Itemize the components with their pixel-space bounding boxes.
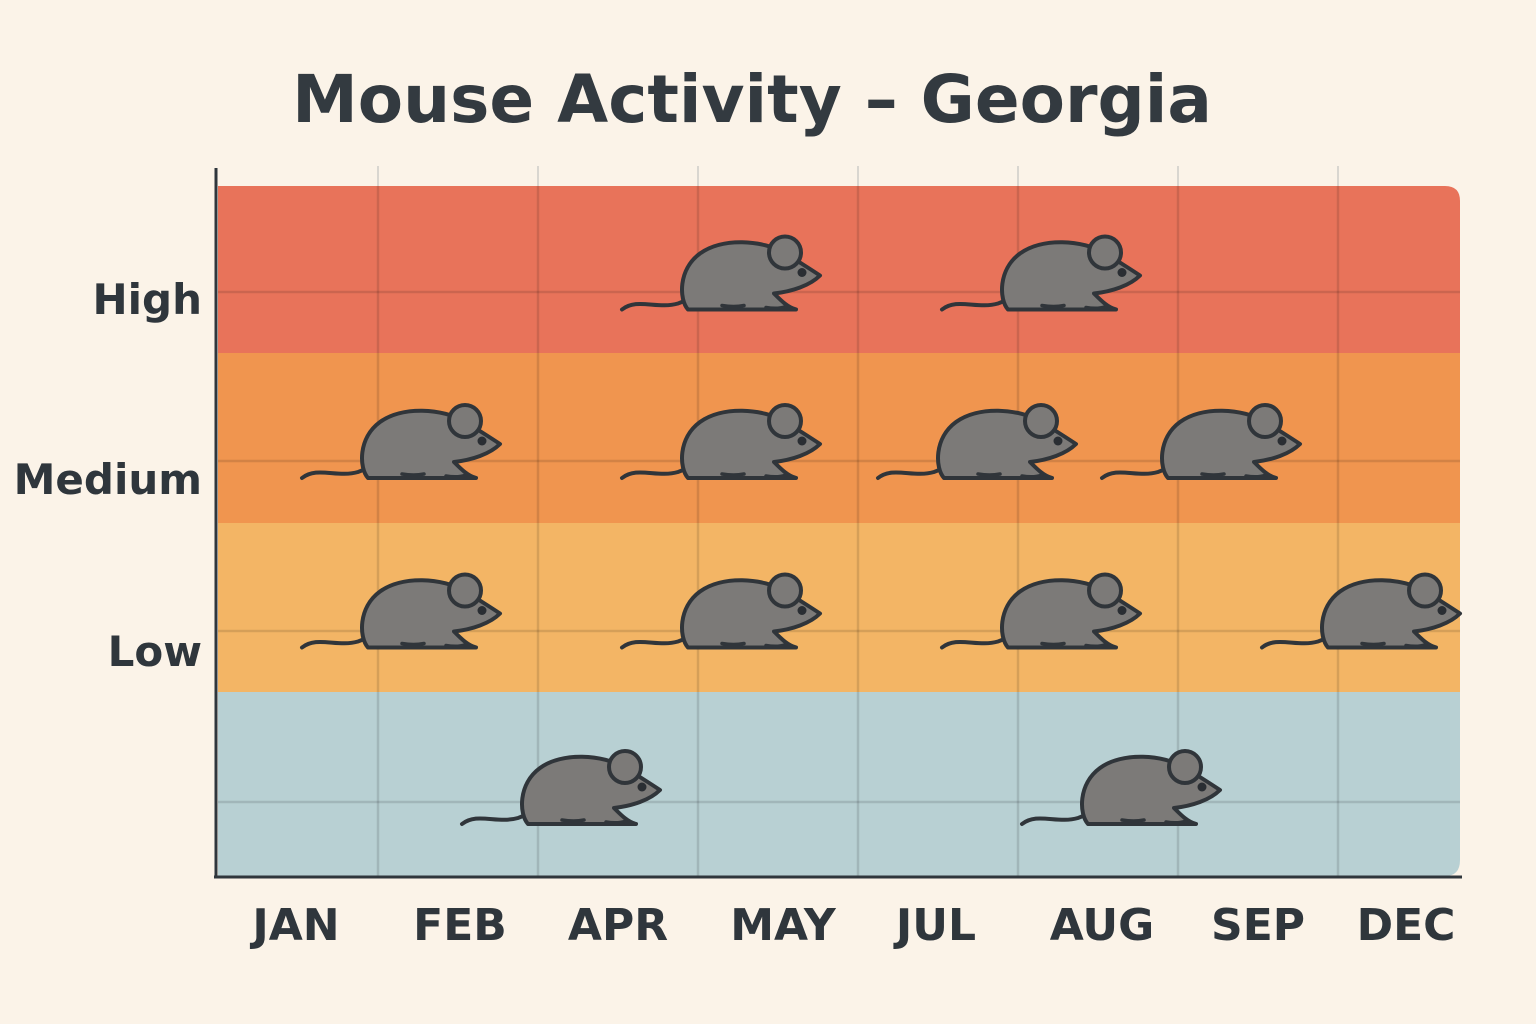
mouse-icon [1020,749,1222,826]
grid-top-ticks [377,166,1339,186]
mouse-icon [1100,403,1302,480]
mouse-icon [300,403,502,480]
mouse-icon [620,234,822,312]
x-label-dec: DEC [1357,900,1456,951]
band-none [218,692,1460,876]
x-label-feb: FEB [413,900,507,951]
band-high [218,186,1460,353]
mouse-icon [300,572,502,650]
x-label-jan: JAN [249,900,339,951]
mouse-icon [620,572,822,650]
mouse-icon [460,749,662,826]
mouse-markers [300,234,1462,826]
x-axis-labels: JAN FEB APR MAY JUL AUG SEP DEC [249,900,1455,951]
plot-area: Low Medium High JAN FEB APR MAY JUL AUG SEP DEC [14,166,1462,951]
activity-bands [218,186,1460,876]
y-label-low: Low [108,627,202,676]
x-label-jul: JUL [893,900,976,951]
y-label-high: High [92,275,202,324]
y-axis-labels: Low Medium High [14,275,202,676]
x-label-aug: AUG [1050,900,1155,951]
x-label-sep: SEP [1211,900,1305,951]
y-label-medium: Medium [14,455,202,504]
mouse-icon [876,403,1078,480]
mouse-icon [940,572,1142,650]
mouse-icon [620,403,822,480]
x-label-apr: APR [568,900,668,951]
mouse-icon [940,234,1142,312]
mouse-icon [1260,572,1462,650]
x-label-may: MAY [730,900,837,951]
chart-title: Mouse Activity – Georgia [292,61,1212,138]
axes [214,168,1462,879]
